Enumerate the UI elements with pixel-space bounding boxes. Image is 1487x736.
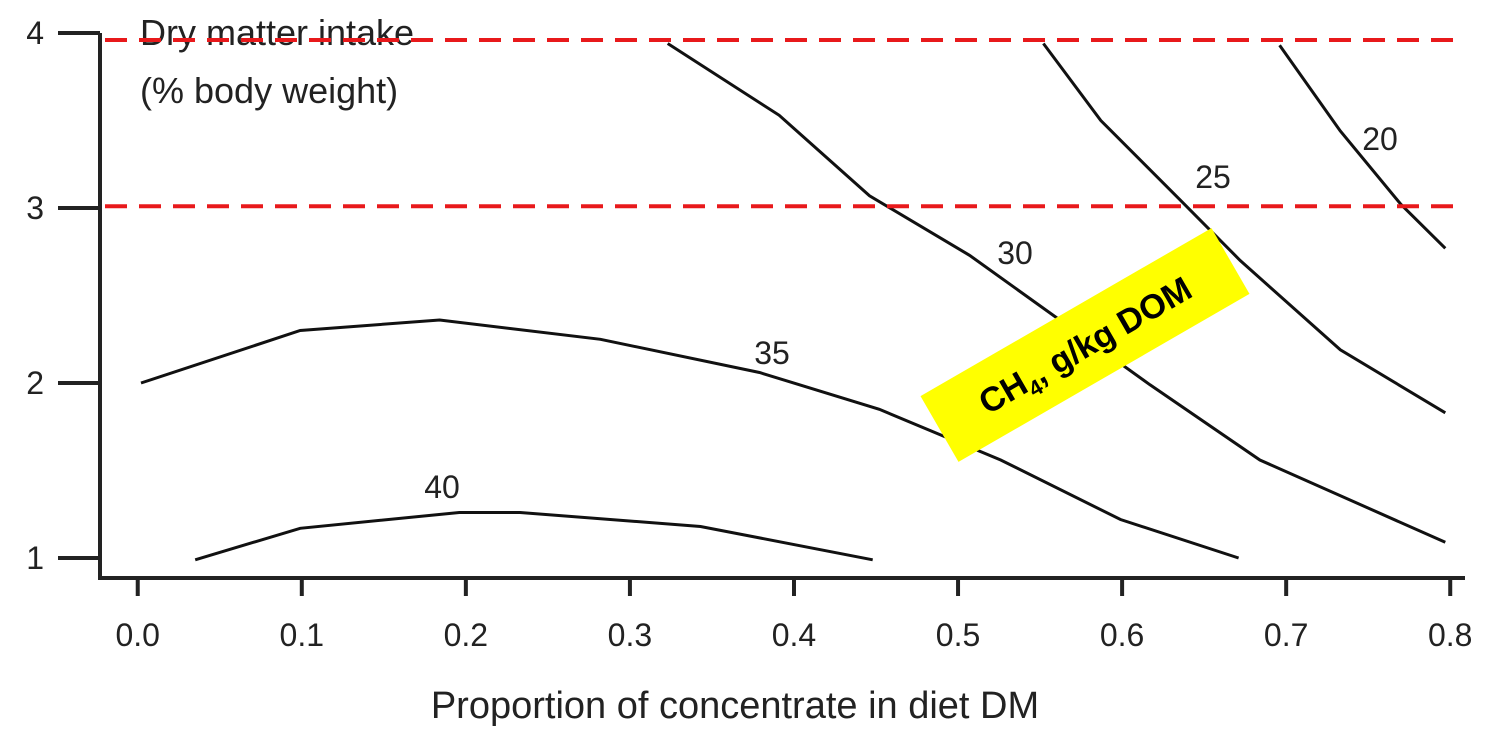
contour-label: 25 <box>1195 159 1231 195</box>
x-tick-label: 0.7 <box>1264 617 1308 653</box>
y-tick-label: 1 <box>26 540 44 576</box>
contour-label: 40 <box>424 469 460 505</box>
y-axis-title: (% body weight) <box>140 70 398 111</box>
contour-label: 35 <box>754 335 790 371</box>
x-tick-label: 0.5 <box>936 617 980 653</box>
x-axis-title: Proportion of concentrate in diet DM <box>431 685 1039 727</box>
contour-label: 20 <box>1362 121 1398 157</box>
annotation-box <box>920 228 1250 462</box>
x-tick-label: 0.3 <box>608 617 652 653</box>
contour-line <box>194 511 873 562</box>
contour-line <box>140 318 1240 560</box>
x-tick-label: 0.4 <box>772 617 816 653</box>
x-tick-label: 0.1 <box>280 617 324 653</box>
y-tick-label: 3 <box>26 190 44 226</box>
x-tick-label: 0.2 <box>444 617 488 653</box>
y-tick-label: 4 <box>26 15 44 51</box>
contour-line <box>1278 44 1447 250</box>
x-tick-label: 0.8 <box>1428 617 1472 653</box>
x-tick-label: 0.0 <box>115 617 159 653</box>
annotation: CH4, g/kg DOM <box>920 228 1250 462</box>
y-axis-title: Dry matter intake <box>140 12 414 53</box>
x-tick-label: 0.6 <box>1100 617 1144 653</box>
contour-label: 30 <box>997 235 1033 271</box>
y-tick-label: 2 <box>26 365 44 401</box>
contour-line <box>666 42 1446 544</box>
